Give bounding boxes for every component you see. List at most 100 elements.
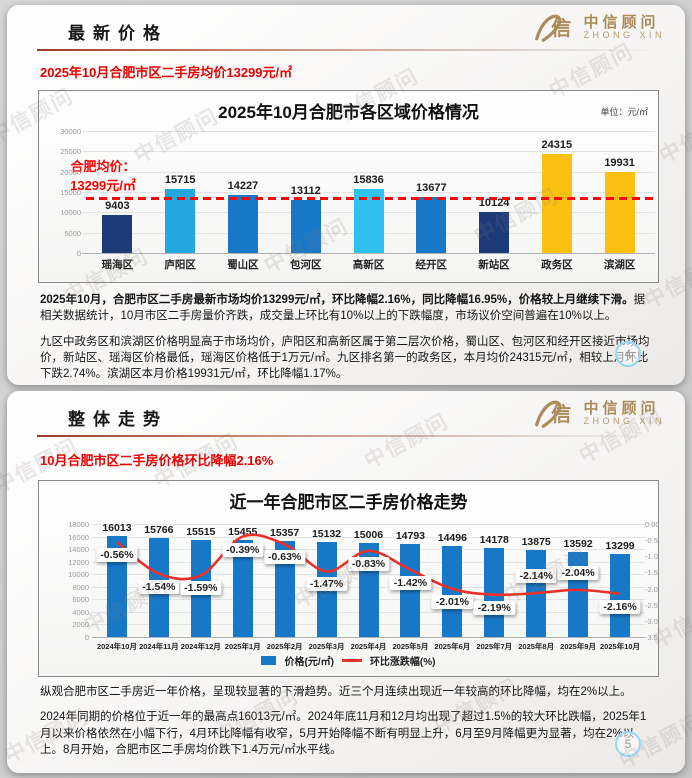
mom-change-label: -2.14% <box>515 569 557 584</box>
mom-change-label: -2.04% <box>557 565 599 580</box>
y-axis-tick-right: -3.50% <box>645 633 658 642</box>
x-axis-label: 2025年7月 <box>476 642 513 651</box>
y-axis-tick-left: 4000 <box>72 607 89 617</box>
y-axis-tick-right: -2.50% <box>645 600 658 610</box>
mom-change-label: -1.54% <box>138 579 180 594</box>
price-bar <box>484 547 505 637</box>
chart2-title: 近一年合肥市区二手房价格走势 <box>229 493 468 512</box>
bar-value-label: 19931 <box>604 156 635 169</box>
legend-bar-swatch-icon <box>261 656 277 665</box>
bar-value-label: 14178 <box>479 533 509 546</box>
mom-change-label: -0.56% <box>96 548 138 563</box>
x-axis-label: 2025年2月 <box>266 642 303 651</box>
mom-change-label: -1.47% <box>305 577 348 592</box>
y-axis-tick: 25000 <box>60 147 81 157</box>
slide1-analysis-text: 2025年10月，合肥市区二手房最新市场均价13299元/㎡，环比降幅2.16%… <box>40 292 654 383</box>
y-axis-tick: 20000 <box>60 167 81 177</box>
slide1-paragraph1-rest: 据相关数据统计，10月市区二手房量价齐跌，成交量上环比有10%以上的下跌幅度，市… <box>40 294 646 323</box>
y-axis-tick-left: 10000 <box>68 570 89 580</box>
chart2-legend: 价格(元/㎡) 环比涨跌幅(%) <box>39 653 658 668</box>
mom-change-label: -1.42% <box>389 575 432 590</box>
y-axis-tick-left: 0 <box>84 633 89 642</box>
x-axis-label: 2024年12月 <box>180 642 221 651</box>
bar-value-label: 13299 <box>605 539 635 552</box>
y-axis-tick-left: 14000 <box>68 545 89 555</box>
x-axis-label: 滨湖区 <box>603 259 636 271</box>
district-bar <box>604 171 635 253</box>
logo-text: 中信顾问 ZHONG XIN <box>583 15 665 40</box>
gridline <box>92 524 645 525</box>
legend-line-label: 环比涨跌幅(%) <box>369 657 436 668</box>
gridline <box>92 536 645 538</box>
x-axis-label: 2024年10月 <box>96 642 137 651</box>
bar-value-label: 15006 <box>353 528 384 541</box>
gridline <box>82 131 655 132</box>
slide2-page-number: 5 <box>615 731 641 757</box>
slide1-paragraph1: 2025年10月，合肥市区二手房最新市场均价13299元/㎡，环比降幅2.16%… <box>40 292 654 325</box>
slide-overall-trend: 整体走势 信 中信顾问 ZHONG XIN 10月合肥市区二手房价格环比降幅2.… <box>7 391 685 773</box>
logo-en: ZHONG XIN <box>583 30 665 41</box>
bar-value-label: 13592 <box>563 537 593 550</box>
bar-value-label: 16013 <box>102 522 132 535</box>
y-axis-tick-right: 0.00% <box>645 520 658 529</box>
district-price-chart: 2025年10月合肥市各区域价格情况 单位：元/㎡ 合肥均价： 13299元/㎡… <box>38 90 659 283</box>
mom-change-label: -1.59% <box>180 581 222 596</box>
mom-change-line-path <box>116 533 621 597</box>
company-logo: 信 中信顾问 ZHONG XIN <box>531 397 665 431</box>
slide1-paragraph2: 九区中政务区和滨湖区价格明显高于市场均价，庐阳区和高新区属于第二层次价格，蜀山区… <box>40 335 650 381</box>
y-axis-tick: 5000 <box>64 228 81 238</box>
mom-change-label: -0.39% <box>222 542 264 557</box>
mom-change-label: -2.16% <box>599 599 641 614</box>
slide1-subtitle: 2025年10月合肥市区二手房均价13299元/㎡ <box>40 65 293 80</box>
x-axis-label: 包河区 <box>289 259 322 271</box>
mom-change-line <box>116 533 621 597</box>
bar-value-label: 15357 <box>270 526 300 539</box>
x-axis-label: 高新区 <box>352 259 385 271</box>
slide2-paragraph2: 2024年同期的价格位于近一年的最高点16013元/㎡。2024年底11月和12… <box>40 711 647 756</box>
bar-value-label: 24315 <box>541 139 573 152</box>
y-axis-tick-left: 6000 <box>72 595 89 605</box>
svg-text:信: 信 <box>552 16 572 40</box>
y-axis-tick-right: -2.00% <box>645 584 658 594</box>
slide1-page-number: 4 <box>615 341 641 367</box>
gridline <box>82 171 655 173</box>
mom-change-label: -0.83% <box>347 556 390 571</box>
bar-value-label: 15715 <box>164 174 196 187</box>
slide2-subtitle: 10月合肥市区二手房价格环比降幅2.16% <box>40 453 274 468</box>
slide1-heading: 最新价格 <box>68 24 168 43</box>
y-axis-tick-right: -1.00% <box>645 552 658 562</box>
x-axis-label: 瑶海区 <box>101 259 134 271</box>
x-axis-label: 政务区 <box>541 259 573 271</box>
legend-bar-label: 价格(元/㎡) <box>284 657 334 668</box>
x-axis-label: 2025年6月 <box>434 642 471 651</box>
slide2-heading: 整体走势 <box>68 410 168 429</box>
average-price-label-line2: 13299元/㎡ <box>70 178 136 193</box>
company-logo: 信 中信顾问 ZHONG XIN <box>531 11 665 45</box>
price-bar <box>442 545 463 637</box>
x-axis-label: 2025年5月 <box>392 642 429 651</box>
bar-value-label: 15515 <box>186 525 216 538</box>
price-bar <box>232 539 253 637</box>
x-axis-label: 2025年9月 <box>560 642 597 651</box>
chart1-title: 2025年10月合肥市各区域价格情况 <box>218 103 479 122</box>
x-axis-label: 新站区 <box>478 259 510 271</box>
y-axis-tick-left: 18000 <box>68 520 89 529</box>
x-axis-label: 2024年11月 <box>139 642 179 651</box>
x-axis-label: 2025年1月 <box>224 642 261 651</box>
bar-value-label: 9403 <box>105 199 130 212</box>
y-axis-tick: 30000 <box>60 127 81 136</box>
heading-rule <box>37 435 661 437</box>
logo-cn: 中信顾问 <box>583 400 660 418</box>
average-dashed-line <box>86 197 655 201</box>
bar-value-label: 15836 <box>353 173 384 186</box>
x-axis-label: 2025年3月 <box>308 642 345 651</box>
slide2-analysis-text: 纵观合肥市区二手房近一年价格，呈现较显著的下滑趋势。近三个月连续出现近一年较高的… <box>40 684 654 758</box>
y-axis-tick-left: 8000 <box>72 582 89 592</box>
y-axis-tick-right: -1.50% <box>645 568 658 578</box>
y-axis-tick-right: -3.00% <box>645 616 658 626</box>
y-axis-tick-left: 12000 <box>68 557 89 567</box>
x-axis-label: 2025年8月 <box>518 642 555 651</box>
slide1-paragraph1-bold: 2025年10月，合肥市区二手房最新市场均价13299元/㎡，环比降幅2.16%… <box>40 294 634 306</box>
y-axis-tick: 0 <box>76 249 81 258</box>
x-axis-label: 经开区 <box>415 259 448 271</box>
